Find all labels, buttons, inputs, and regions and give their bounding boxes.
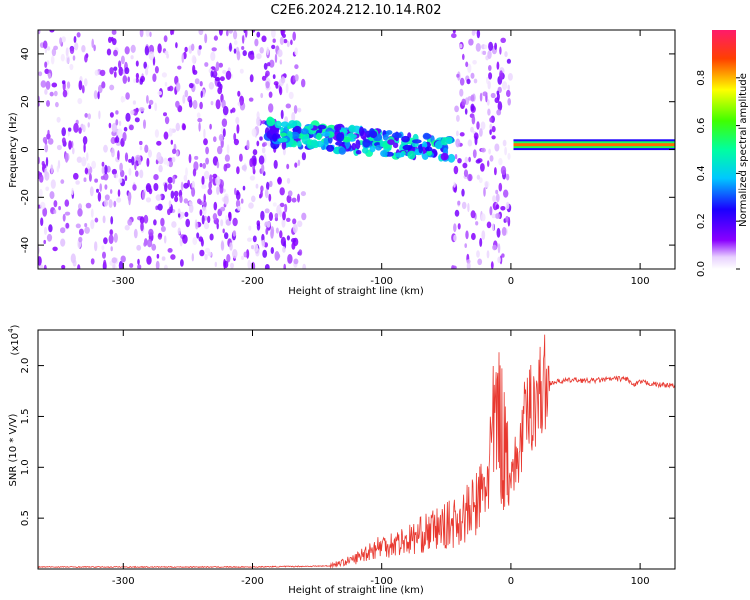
y-tick-label: 1.0 bbox=[20, 459, 31, 475]
spectrogram-x-axis-label: Height of straight line (km) bbox=[288, 286, 424, 297]
snr-series-line bbox=[38, 334, 675, 569]
x-tick-label: -200 bbox=[241, 276, 264, 287]
y-tick-label: -40 bbox=[20, 237, 31, 253]
spectrogram-x-ticks: -300 -200 -100 0 100 bbox=[112, 30, 650, 287]
y-tick-label: 20 bbox=[20, 95, 31, 108]
x-tick-label: -100 bbox=[370, 276, 393, 287]
snr-y-axis-label: SNR (10 * V/V) bbox=[8, 413, 19, 486]
spectrogram-y-axis-label: Frequency (Hz) bbox=[8, 112, 19, 188]
y-tick-label: 1.5 bbox=[20, 408, 31, 424]
snr-frame bbox=[37, 329, 676, 570]
y-tick-label: 0 bbox=[20, 146, 31, 152]
colorbar-label: Normalized spectral amplitude bbox=[738, 73, 749, 227]
colorbar-tick-label: 0.6 bbox=[696, 118, 707, 134]
snr-x-axis-label: Height of straight line (km) bbox=[288, 585, 424, 596]
svg-text:(x104): (x104) bbox=[7, 324, 21, 355]
y-tick-label: 0.5 bbox=[20, 510, 31, 526]
x-tick-label: -100 bbox=[370, 576, 393, 587]
spectrogram-y-ticks: -40 -20 0 20 40 bbox=[20, 48, 675, 253]
heatmap-region bbox=[263, 116, 456, 163]
y-tick-label: -20 bbox=[20, 189, 31, 205]
heatmap-region bbox=[38, 30, 307, 269]
colorbar-tick-label: 0.0 bbox=[696, 261, 707, 277]
colorbar-tick-label: 0.2 bbox=[696, 213, 707, 229]
scale-suffix: ) bbox=[10, 324, 21, 328]
snr-x-ticks: -300 -200 -100 0 100 bbox=[112, 330, 650, 587]
chart-title: C2E6.2024.212.10.14.R02 bbox=[270, 3, 441, 18]
scale-exponent: 4 bbox=[7, 328, 15, 333]
y-tick-label: 2.0 bbox=[20, 358, 31, 374]
y-tick-label: 40 bbox=[20, 48, 31, 61]
spectrogram-heatmap bbox=[38, 30, 675, 269]
x-tick-label: -300 bbox=[112, 276, 135, 287]
heatmap-region bbox=[451, 30, 513, 269]
colorbar-tick-label: 0.4 bbox=[696, 165, 707, 181]
snr-panel: -300 -200 -100 0 100 0.5 1.0 1.5 2.0 Height of … bbox=[7, 324, 676, 596]
x-tick-label: -200 bbox=[241, 576, 264, 587]
x-tick-label: 0 bbox=[508, 576, 514, 587]
colorbar-tick-label: 0.8 bbox=[696, 70, 707, 86]
x-tick-label: 100 bbox=[631, 276, 650, 287]
snr-y-ticks: 0.5 1.0 1.5 2.0 bbox=[20, 358, 675, 526]
x-tick-label: -300 bbox=[112, 576, 135, 587]
heatmap-region bbox=[513, 139, 675, 151]
colorbar-ticks: 0.0 0.2 0.4 0.6 0.8 bbox=[696, 70, 740, 277]
colorbar: 0.0 0.2 0.4 0.6 0.8 Normalized spectral ampl… bbox=[696, 30, 749, 277]
snr-scale-label: (x104) bbox=[7, 324, 21, 355]
x-tick-label: 100 bbox=[631, 576, 650, 587]
scale-prefix: (x10 bbox=[10, 333, 21, 356]
x-tick-label: 0 bbox=[508, 276, 514, 287]
colorbar-gradient bbox=[712, 30, 736, 269]
